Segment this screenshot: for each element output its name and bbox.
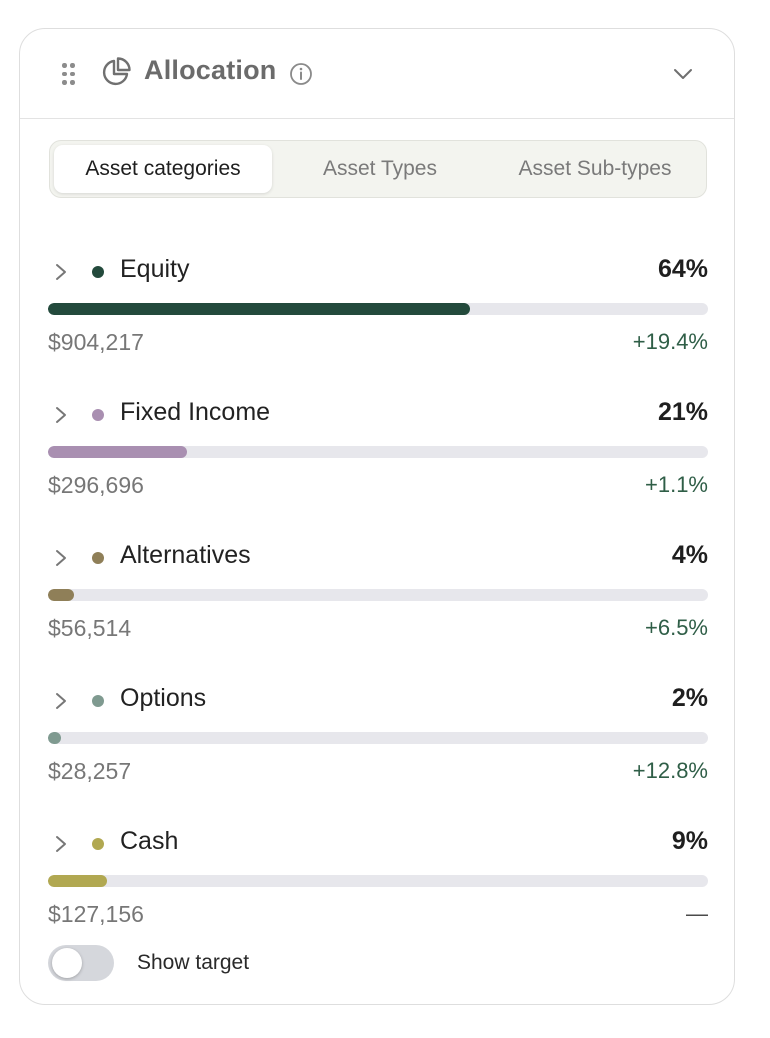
allocation-bar (48, 446, 708, 458)
category-value: $904,217 (48, 329, 144, 355)
category-name: Fixed Income (120, 398, 271, 426)
category-value: $127,156 (48, 901, 144, 927)
allocation-bar-fill (48, 589, 75, 601)
tab-asset-sub-types[interactable]: Asset Sub-types (518, 157, 672, 180)
category-name: Options (120, 684, 207, 712)
category-color-dot (92, 552, 104, 564)
chevron-right-icon[interactable] (54, 834, 68, 854)
category-row-equity[interactable]: Equity 64% $904,217 +19.4% (48, 252, 708, 372)
chevron-right-icon[interactable] (54, 262, 68, 282)
toggle-knob (52, 948, 82, 978)
allocation-card: Allocation Asset categories Asset Types … (19, 28, 735, 1005)
card-title: Allocation (144, 55, 277, 85)
category-percent: 64% (657, 255, 708, 283)
category-percent: 9% (671, 827, 708, 855)
category-change: +1.1% (645, 472, 708, 497)
category-change: +12.8% (632, 758, 708, 783)
category-row-fixed-income[interactable]: Fixed Income 21% $296,696 +1.1% (48, 395, 708, 515)
allocation-bar-fill (48, 446, 187, 458)
allocation-bar-fill (48, 303, 471, 315)
drag-handle-icon[interactable] (62, 63, 76, 85)
info-icon[interactable] (289, 62, 313, 86)
category-change: +6.5% (645, 615, 708, 640)
chevron-right-icon[interactable] (54, 405, 68, 425)
category-name: Equity (120, 255, 190, 283)
allocation-bar (48, 589, 708, 601)
category-color-dot (92, 409, 104, 421)
category-color-dot (92, 838, 104, 850)
category-color-dot (92, 266, 104, 278)
view-tabs: Asset categories Asset Types Asset Sub-t… (49, 140, 707, 198)
card-header: Allocation (20, 29, 734, 119)
category-percent: 2% (671, 684, 708, 712)
allocation-bar (48, 732, 708, 744)
category-percent: 4% (671, 541, 708, 569)
allocation-bar-fill (48, 875, 108, 887)
category-value: $56,514 (48, 615, 132, 641)
category-change: — (686, 901, 708, 926)
show-target-label: Show target (137, 951, 250, 974)
category-value: $296,696 (48, 472, 144, 498)
tab-asset-categories[interactable]: Asset categories (54, 145, 272, 193)
chevron-right-icon[interactable] (54, 548, 68, 568)
category-row-options[interactable]: Options 2% $28,257 +12.8% (48, 681, 708, 801)
category-color-dot (92, 695, 104, 707)
tab-asset-types[interactable]: Asset Types (322, 157, 437, 180)
category-value: $28,257 (48, 758, 132, 784)
allocation-bar (48, 303, 708, 315)
category-percent: 21% (657, 398, 708, 426)
category-row-cash[interactable]: Cash 9% $127,156 — (48, 824, 708, 944)
category-name: Alternatives (120, 541, 251, 569)
allocation-bar-fill (48, 732, 62, 744)
category-name: Cash (120, 827, 179, 855)
category-row-alternatives[interactable]: Alternatives 4% $56,514 +6.5% (48, 538, 708, 658)
chevron-down-icon[interactable] (672, 63, 694, 85)
category-change: +19.4% (632, 329, 708, 354)
allocation-bar (48, 875, 708, 887)
chevron-right-icon[interactable] (54, 691, 68, 711)
show-target-toggle[interactable] (48, 945, 114, 981)
pie-chart-icon (102, 57, 131, 86)
